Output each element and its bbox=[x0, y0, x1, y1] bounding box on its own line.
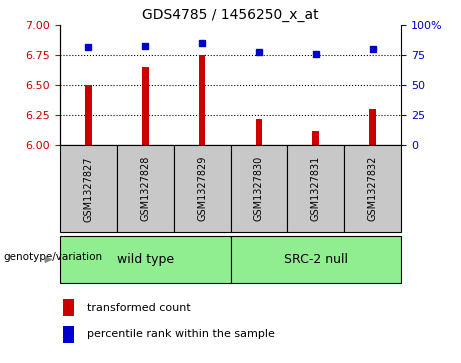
Title: GDS4785 / 1456250_x_at: GDS4785 / 1456250_x_at bbox=[142, 8, 319, 22]
Bar bbox=[63, 326, 74, 343]
Text: GSM1327830: GSM1327830 bbox=[254, 156, 264, 221]
Bar bbox=[63, 299, 74, 316]
Bar bbox=[117, 145, 174, 232]
Text: GSM1327832: GSM1327832 bbox=[367, 156, 378, 221]
Text: GSM1327828: GSM1327828 bbox=[140, 156, 150, 221]
Bar bbox=[230, 145, 287, 232]
Text: GSM1327827: GSM1327827 bbox=[83, 156, 94, 221]
Text: genotype/variation: genotype/variation bbox=[3, 252, 102, 262]
Bar bbox=[174, 145, 230, 232]
Bar bbox=[313, 131, 319, 145]
Bar bbox=[199, 56, 206, 145]
Bar bbox=[287, 145, 344, 232]
Text: SRC-2 null: SRC-2 null bbox=[284, 253, 348, 266]
Bar bbox=[230, 236, 401, 283]
Bar bbox=[60, 236, 230, 283]
Bar bbox=[369, 109, 376, 145]
Bar bbox=[344, 145, 401, 232]
Text: GSM1327831: GSM1327831 bbox=[311, 156, 321, 221]
Bar bbox=[255, 119, 262, 145]
Bar bbox=[85, 85, 92, 145]
Text: GSM1327829: GSM1327829 bbox=[197, 156, 207, 221]
Bar bbox=[60, 145, 117, 232]
Text: percentile rank within the sample: percentile rank within the sample bbox=[87, 329, 275, 339]
Text: transformed count: transformed count bbox=[87, 303, 191, 313]
Bar bbox=[142, 68, 148, 145]
Text: wild type: wild type bbox=[117, 253, 174, 266]
